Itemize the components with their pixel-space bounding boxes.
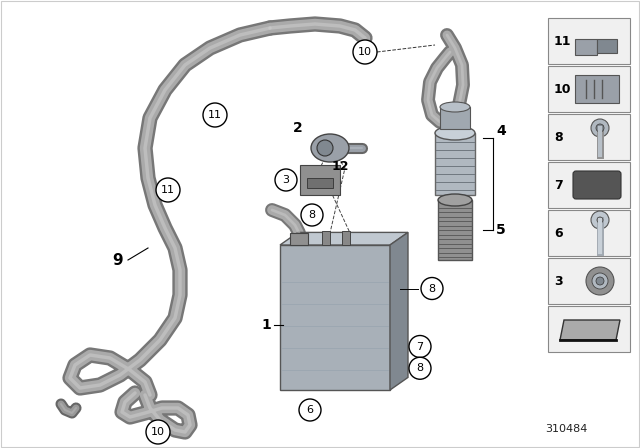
Circle shape [409, 357, 431, 379]
FancyBboxPatch shape [548, 66, 630, 112]
Circle shape [409, 336, 431, 358]
Circle shape [596, 124, 604, 132]
Text: 5: 5 [496, 223, 506, 237]
FancyBboxPatch shape [548, 18, 630, 64]
Text: 1: 1 [261, 318, 271, 332]
Text: 8: 8 [417, 363, 424, 373]
FancyBboxPatch shape [548, 258, 630, 304]
FancyBboxPatch shape [597, 39, 617, 53]
Text: 310484: 310484 [545, 424, 588, 434]
FancyBboxPatch shape [290, 233, 308, 245]
Circle shape [156, 178, 180, 202]
Circle shape [591, 119, 609, 137]
Text: 11: 11 [208, 110, 222, 120]
Circle shape [591, 211, 609, 229]
FancyBboxPatch shape [300, 165, 340, 195]
FancyBboxPatch shape [435, 133, 475, 195]
Text: 10: 10 [151, 427, 165, 437]
FancyBboxPatch shape [548, 162, 630, 208]
Text: 10: 10 [554, 82, 572, 95]
Text: 3: 3 [554, 275, 563, 288]
Text: 7: 7 [554, 178, 563, 191]
Text: 6: 6 [554, 227, 563, 240]
Circle shape [596, 277, 604, 285]
Text: 8: 8 [428, 284, 436, 293]
Text: 3: 3 [282, 175, 289, 185]
Circle shape [301, 204, 323, 226]
Text: 6: 6 [307, 405, 314, 415]
Text: 10: 10 [358, 47, 372, 57]
Circle shape [203, 103, 227, 127]
Circle shape [146, 420, 170, 444]
Text: 11: 11 [161, 185, 175, 195]
Circle shape [317, 140, 333, 156]
FancyBboxPatch shape [575, 75, 619, 103]
Text: 8: 8 [308, 210, 316, 220]
Circle shape [353, 40, 377, 64]
FancyBboxPatch shape [438, 200, 472, 260]
Circle shape [299, 399, 321, 421]
Text: 12: 12 [332, 159, 349, 172]
Polygon shape [560, 320, 620, 340]
Circle shape [586, 267, 614, 295]
Circle shape [275, 169, 297, 191]
FancyBboxPatch shape [573, 171, 621, 199]
FancyBboxPatch shape [575, 39, 597, 55]
FancyBboxPatch shape [548, 114, 630, 160]
Text: 2: 2 [293, 121, 303, 135]
Circle shape [421, 277, 443, 300]
Text: 7: 7 [417, 341, 424, 352]
Ellipse shape [435, 126, 475, 140]
Text: 11: 11 [554, 34, 572, 47]
FancyBboxPatch shape [342, 231, 350, 245]
Polygon shape [390, 233, 408, 390]
Text: 9: 9 [113, 253, 124, 267]
Polygon shape [280, 245, 390, 390]
Ellipse shape [438, 194, 472, 206]
Ellipse shape [440, 102, 470, 112]
Circle shape [597, 217, 603, 223]
FancyBboxPatch shape [548, 306, 630, 352]
FancyBboxPatch shape [548, 210, 630, 256]
Ellipse shape [311, 134, 349, 162]
Text: 8: 8 [554, 130, 563, 143]
Polygon shape [280, 233, 408, 245]
FancyBboxPatch shape [322, 231, 330, 245]
Circle shape [592, 273, 608, 289]
Text: 4: 4 [496, 124, 506, 138]
FancyBboxPatch shape [307, 178, 333, 188]
FancyBboxPatch shape [440, 107, 470, 129]
